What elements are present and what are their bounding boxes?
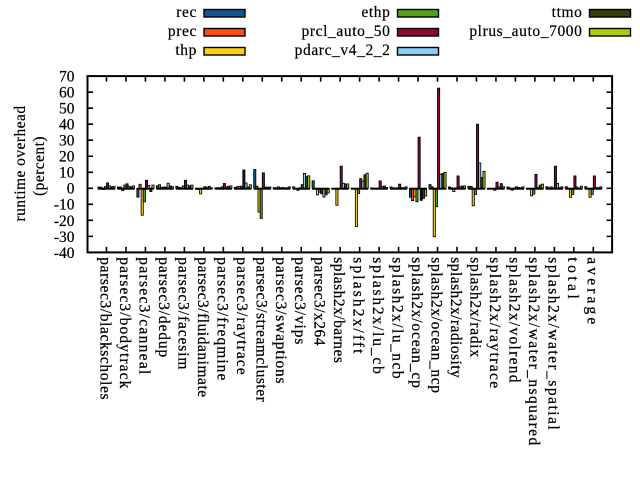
svg-text:70: 70	[59, 69, 75, 86]
svg-text:parsec3/x264: parsec3/x264	[311, 257, 328, 346]
svg-text:-10: -10	[54, 197, 75, 214]
svg-text:prec: prec	[168, 23, 197, 40]
svg-text:splash2x/radiosity: splash2x/radiosity	[447, 257, 464, 378]
svg-text:parsec3/bodytrack: parsec3/bodytrack	[116, 257, 133, 389]
svg-text:30: 30	[59, 133, 75, 150]
svg-text:parsec3/freqmine: parsec3/freqmine	[213, 257, 230, 381]
svg-text:parsec3/fluidanimate: parsec3/fluidanimate	[194, 257, 211, 397]
svg-text:splash2x/ocean_ncp: splash2x/ocean_ncp	[428, 257, 445, 393]
svg-text:-40: -40	[54, 245, 75, 262]
svg-text:parsec3/raytrace: parsec3/raytrace	[233, 257, 250, 375]
svg-text:pdarc_v4_2_2: pdarc_v4_2_2	[295, 42, 391, 59]
svg-text:(percent): (percent)	[31, 136, 48, 196]
svg-text:splash2x/radix: splash2x/radix	[466, 257, 483, 357]
svg-text:-30: -30	[54, 229, 75, 246]
svg-text:splash2x/volrend: splash2x/volrend	[505, 257, 522, 384]
svg-text:splash2x/lu_ncb: splash2x/lu_ncb	[389, 257, 406, 380]
svg-text:prcl_auto_50: prcl_auto_50	[302, 23, 391, 40]
svg-text:runtime overhead: runtime overhead	[12, 105, 29, 221]
svg-text:splash2x/raytrace: splash2x/raytrace	[486, 257, 503, 389]
svg-text:parsec3/canneal: parsec3/canneal	[135, 257, 152, 375]
svg-text:50: 50	[59, 101, 75, 118]
svg-text:splash2x/ocean_cp: splash2x/ocean_cp	[408, 257, 425, 388]
svg-text:20: 20	[59, 149, 75, 166]
svg-text:rec: rec	[176, 4, 197, 21]
svg-text:parsec3/dedup: parsec3/dedup	[155, 257, 172, 358]
svg-text:thp: thp	[175, 42, 197, 59]
svg-text:plrus_auto_7000: plrus_auto_7000	[469, 23, 582, 40]
svg-text:ethp: ethp	[361, 4, 390, 21]
svg-text:parsec3/vips: parsec3/vips	[291, 257, 308, 345]
svg-text:parsec3/streamcluster: parsec3/streamcluster	[252, 257, 269, 402]
svg-text:splash2x/fft: splash2x/fft	[350, 257, 367, 355]
svg-text:0: 0	[67, 181, 75, 198]
svg-text:splash2x/water_spatial: splash2x/water_spatial	[544, 257, 561, 431]
svg-text:splash2x/lu_cb: splash2x/lu_cb	[369, 257, 386, 375]
svg-text:60: 60	[59, 85, 75, 102]
svg-text:10: 10	[59, 165, 75, 182]
svg-text:40: 40	[59, 117, 75, 134]
svg-text:splash2x/barnes: splash2x/barnes	[330, 257, 347, 363]
svg-text:total: total	[564, 257, 581, 302]
svg-text:parsec3/blackscholes: parsec3/blackscholes	[97, 257, 114, 400]
svg-text:-20: -20	[54, 213, 75, 230]
svg-text:average: average	[583, 257, 600, 327]
svg-text:parsec3/facesim: parsec3/facesim	[174, 257, 191, 370]
svg-text:parsec3/swaptions: parsec3/swaptions	[272, 257, 289, 384]
svg-text:splash2x/water_nsquared: splash2x/water_nsquared	[525, 257, 542, 446]
svg-text:ttmo: ttmo	[552, 4, 583, 21]
